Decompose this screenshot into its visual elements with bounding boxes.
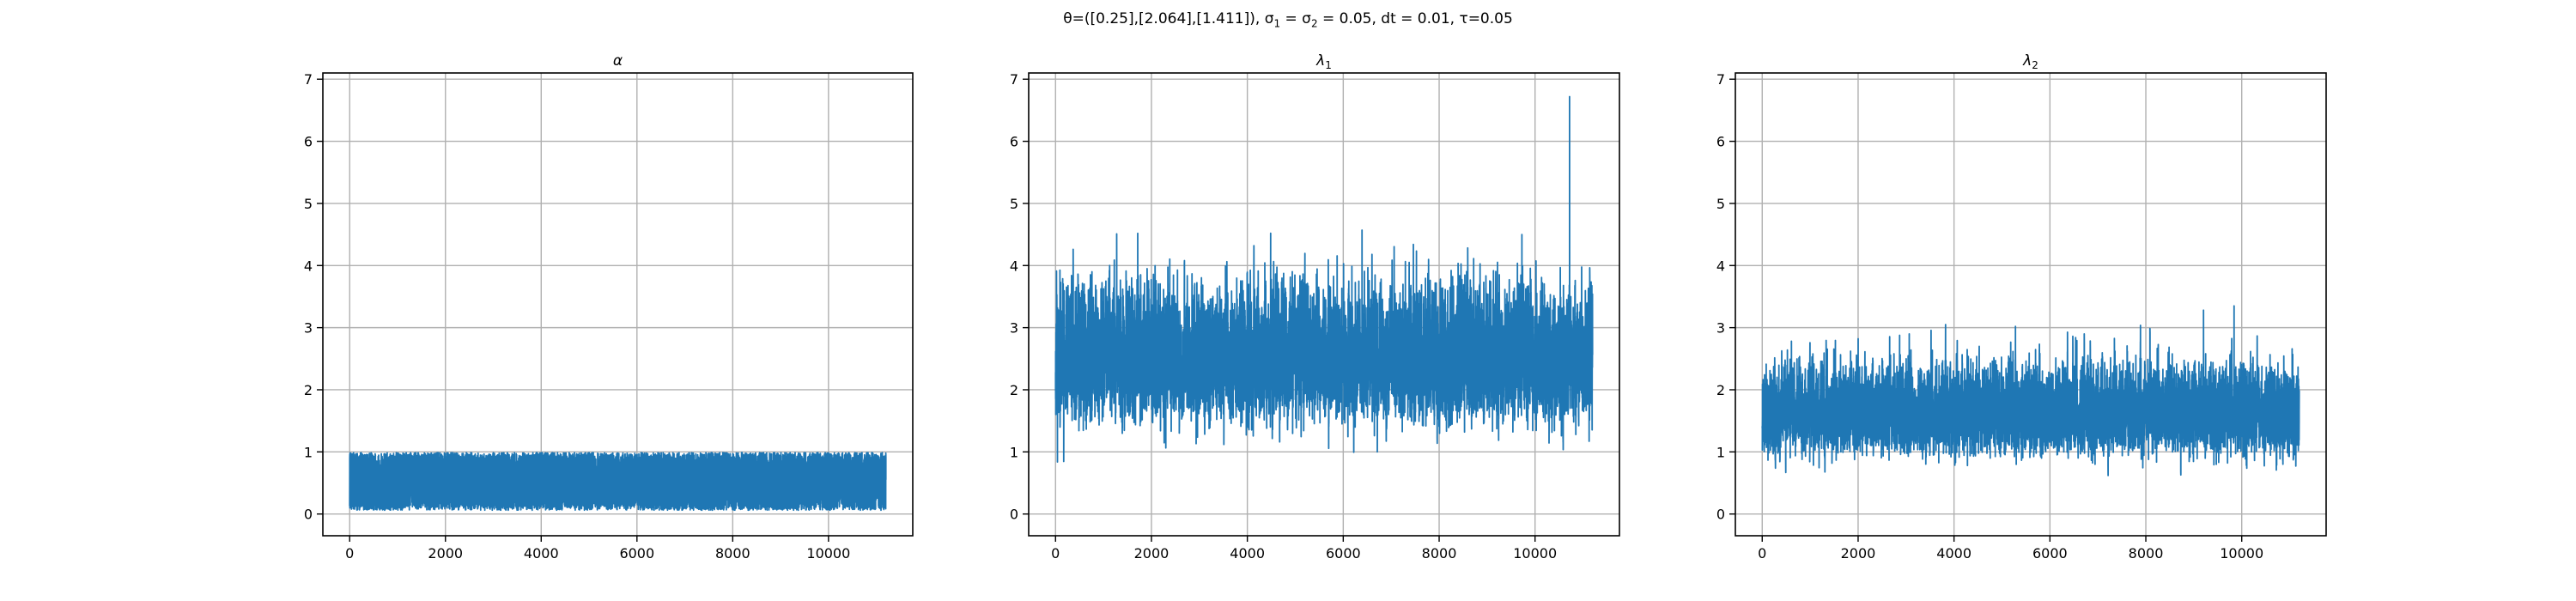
x-tick-label: 0	[1051, 545, 1060, 562]
y-tick-label: 7	[1716, 71, 1725, 88]
y-tick-label: 6	[304, 134, 313, 150]
y-tick-label: 3	[1010, 320, 1018, 337]
x-tick-label: 4000	[1230, 545, 1265, 562]
x-tick-label: 4000	[1936, 545, 1971, 562]
subplot-1: 0 2000 4000 6000 8000 10000 0 1 2 3 4 5 6 7 α	[304, 52, 914, 562]
y-tick-label: 7	[304, 71, 313, 88]
subplot-2: 0 2000 4000 6000 8000 10000 0 1 2 3 4 5 6 7 λ1	[1010, 52, 1620, 562]
x-tick-label: 6000	[1326, 545, 1361, 562]
axes-frame	[322, 72, 914, 537]
x-tick-label: 10000	[1513, 545, 1557, 562]
x-tick-label: 4000	[524, 545, 559, 562]
series-line	[1761, 305, 2300, 477]
x-tick-label: 10000	[2220, 545, 2263, 562]
subplot-title: λ2	[2022, 52, 2038, 71]
x-tick-label: 6000	[2032, 545, 2068, 562]
y-tick-label: 5	[1010, 196, 1018, 212]
series-line	[349, 452, 887, 512]
figure-title: θ=([0.25],[2.064],[1.411]), σ1 = σ2 = 0.…	[0, 10, 2576, 29]
figure-title-subscript: 2	[1310, 17, 1318, 30]
series-line	[1054, 95, 1594, 463]
y-tick-label: 2	[1716, 382, 1725, 398]
x-tick-label: 2000	[428, 545, 463, 562]
y-tick-label: 4	[304, 258, 313, 274]
y-tick-label: 1	[304, 444, 313, 460]
y-tick-label: 4	[1716, 258, 1725, 274]
y-tick-label: 6	[1010, 134, 1018, 150]
x-tick-label: 10000	[806, 545, 850, 562]
y-tick-label: 1	[1716, 444, 1725, 460]
y-tick-label: 5	[1716, 196, 1725, 212]
x-tick-label: 8000	[1422, 545, 1457, 562]
y-tick-label: 0	[1010, 507, 1018, 523]
x-tick-label: 8000	[2129, 545, 2164, 562]
figure-title-subscript: 1	[1273, 17, 1281, 30]
y-tick-label: 4	[1010, 258, 1018, 274]
x-tick-label: 6000	[619, 545, 654, 562]
x-tick-label: 0	[1758, 545, 1766, 562]
y-tick-label: 6	[1716, 134, 1725, 150]
y-tick-label: 1	[1010, 444, 1018, 460]
x-tick-label: 8000	[715, 545, 750, 562]
y-tick-label: 2	[1010, 382, 1018, 398]
axes-frame	[1735, 72, 2327, 537]
x-tick-label: 0	[345, 545, 354, 562]
x-tick-label: 2000	[1841, 545, 1876, 562]
subplot-3: 0 2000 4000 6000 8000 10000 0 1 2 3 4 5 6 7 λ2	[1716, 52, 2327, 562]
axes-frame	[1028, 72, 1620, 537]
subplot-title: λ1	[1315, 52, 1332, 71]
y-tick-label: 5	[304, 196, 313, 212]
x-tick-label: 2000	[1134, 545, 1170, 562]
subplot-title: α	[613, 52, 623, 70]
y-tick-label: 0	[304, 507, 313, 523]
y-tick-label: 3	[1716, 320, 1725, 337]
y-tick-label: 7	[1010, 71, 1018, 88]
figure-title-part: = 0.05, dt = 0.01, τ=0.05	[1317, 10, 1513, 27]
figure-title-part: θ=([0.25],[2.064],[1.411]), σ	[1063, 10, 1274, 27]
y-tick-label: 2	[304, 382, 313, 398]
y-tick-label: 0	[1716, 507, 1725, 523]
y-tick-label: 3	[304, 320, 313, 337]
figure-title-part: = σ	[1280, 10, 1311, 27]
